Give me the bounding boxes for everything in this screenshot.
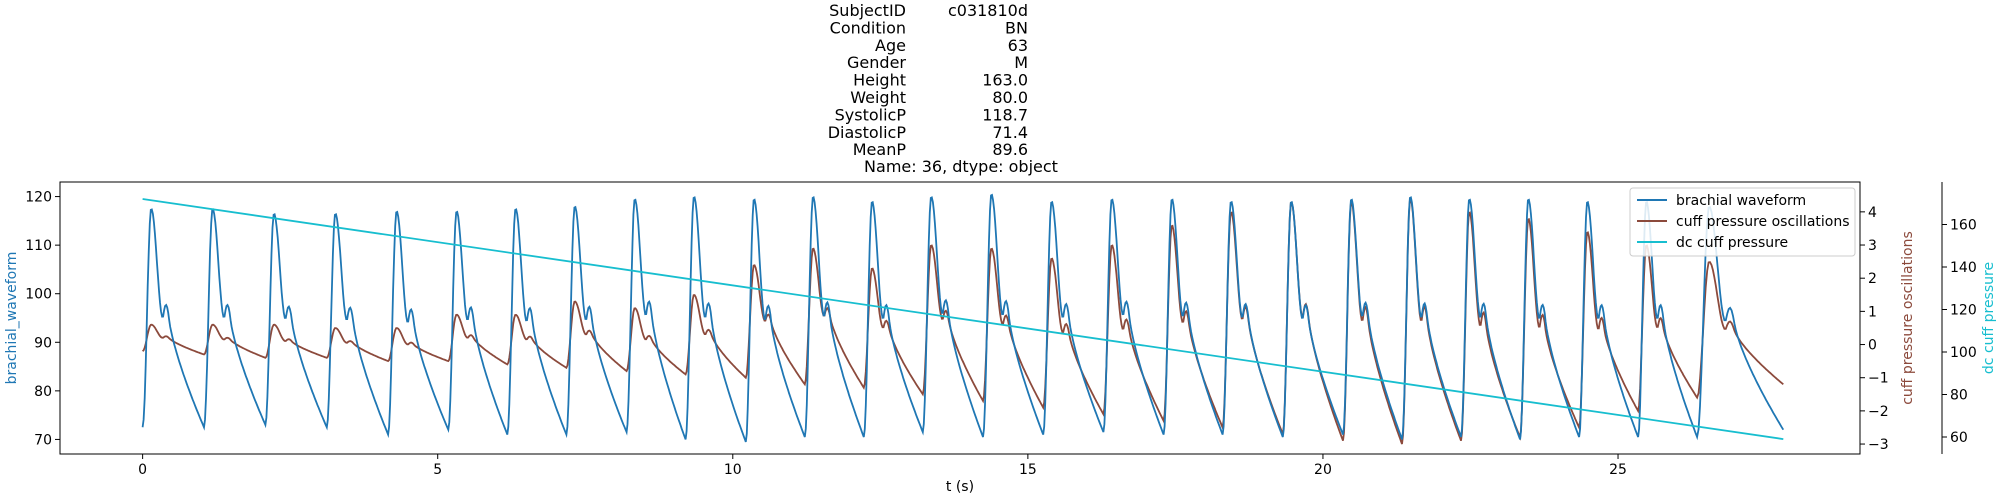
y-right1-tick-label: 3 <box>1868 238 1877 254</box>
x-axis-label: t (s) <box>946 479 974 495</box>
y-axis-right2-label: dc cuff pressure <box>1981 262 1997 374</box>
x-tick-label: 10 <box>724 462 742 478</box>
title-key: Height <box>853 71 906 90</box>
series-line-dc-cuff-pressure <box>142 198 1784 440</box>
y-right2-tick-label: 80 <box>1950 388 1968 404</box>
y-left-tick-label: 80 <box>34 384 52 400</box>
y-right2-tick-label: 140 <box>1950 260 1977 276</box>
title-value: c031810d <box>948 1 1028 20</box>
x-axis: 0 5 10 15 20 25 <box>138 454 1627 478</box>
y-left-tick-label: 70 <box>34 432 52 448</box>
y-right2-tick-label: 100 <box>1950 345 1977 361</box>
series-layer <box>141 193 1785 445</box>
x-tick-label: 15 <box>1019 462 1037 478</box>
y-axis-left-label: brachial_waveform <box>4 252 20 385</box>
x-tick-label: 5 <box>433 462 442 478</box>
title-value: M <box>1014 53 1028 72</box>
y-axis-right-oscillations: −3 −2 −1 0 1 2 3 4 <box>1860 205 1889 453</box>
y-right1-tick-label: 4 <box>1868 205 1877 221</box>
y-right1-tick-label: −2 <box>1868 404 1889 420</box>
title-value: 118.7 <box>982 105 1028 124</box>
y-axis-right-dc-cuff: 60 80 100 120 140 160 <box>1941 182 1977 454</box>
chart-title-footer: Name: 36, dtype: object <box>864 157 1058 176</box>
y-axis-right1-label: cuff pressure oscillations <box>1900 231 1916 405</box>
title-value: BN <box>1005 18 1028 37</box>
title-value: 71.4 <box>992 123 1028 142</box>
y-left-tick-label: 90 <box>34 335 52 351</box>
x-tick-label: 25 <box>1609 462 1627 478</box>
y-left-tick-label: 110 <box>25 238 52 254</box>
y-axis-left: 70 80 90 100 110 120 <box>25 190 60 448</box>
legend-frame <box>1629 187 1856 257</box>
series-line-brachial-waveform <box>141 193 1785 443</box>
legend-label-cuff-osc: cuff pressure oscillations <box>1676 214 1850 230</box>
x-tick-label: 20 <box>1314 462 1332 478</box>
legend-label-brachial: brachial waveform <box>1676 193 1806 209</box>
title-key: SystolicP <box>835 105 907 124</box>
title-key: DiastolicP <box>828 123 907 142</box>
title-value: 89.6 <box>992 140 1028 159</box>
y-right1-tick-label: 0 <box>1868 338 1877 354</box>
y-right2-tick-label: 120 <box>1950 303 1977 319</box>
legend: brachial waveform cuff pressure oscillat… <box>1629 187 1856 257</box>
chart-title: SubjectID c031810d Condition BN Age 63 Gender M… <box>828 1 1028 159</box>
title-key: Weight <box>850 88 906 107</box>
title-key: SubjectID <box>829 1 906 20</box>
title-key: MeanP <box>853 140 907 159</box>
title-key: Age <box>875 36 906 55</box>
title-value: 163.0 <box>982 71 1028 90</box>
series-line-cuff-pressure-oscillations <box>141 197 1784 445</box>
title-value: 63 <box>1008 36 1028 55</box>
y-right2-tick-label: 60 <box>1950 430 1968 446</box>
y-left-tick-label: 120 <box>25 190 52 206</box>
y-right1-tick-label: −3 <box>1868 437 1889 453</box>
title-value: 80.0 <box>992 88 1028 107</box>
plot-frame <box>59 181 1861 455</box>
y-right2-tick-label: 160 <box>1950 218 1977 234</box>
title-key: Condition <box>830 18 906 37</box>
title-key: Gender <box>847 53 906 72</box>
y-right1-tick-label: −1 <box>1868 371 1889 387</box>
legend-label-dc-cuff: dc cuff pressure <box>1676 235 1788 251</box>
y-right1-tick-label: 2 <box>1868 271 1877 287</box>
y-left-tick-label: 100 <box>25 287 52 303</box>
x-tick-label: 0 <box>138 462 147 478</box>
y-right1-tick-label: 1 <box>1868 304 1877 320</box>
